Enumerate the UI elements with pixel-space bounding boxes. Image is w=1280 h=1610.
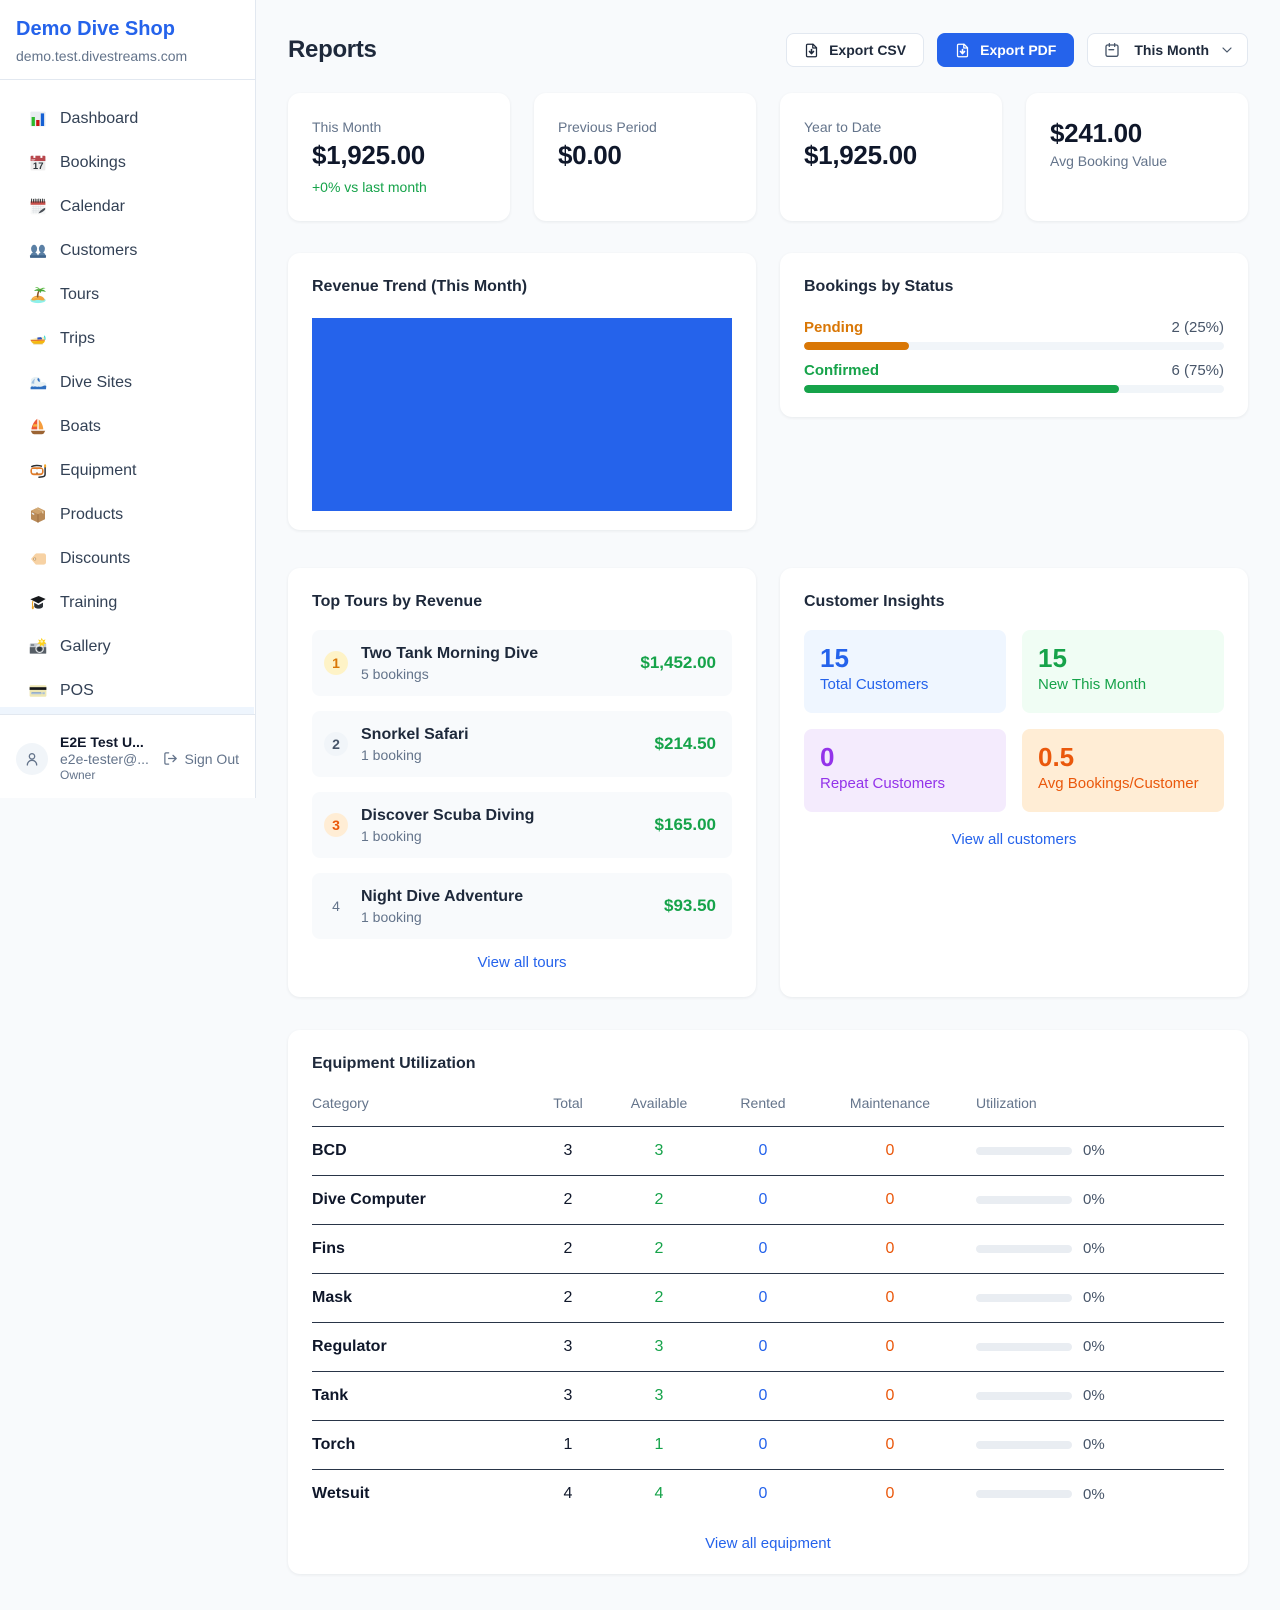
- svg-text:17: 17: [33, 161, 44, 172]
